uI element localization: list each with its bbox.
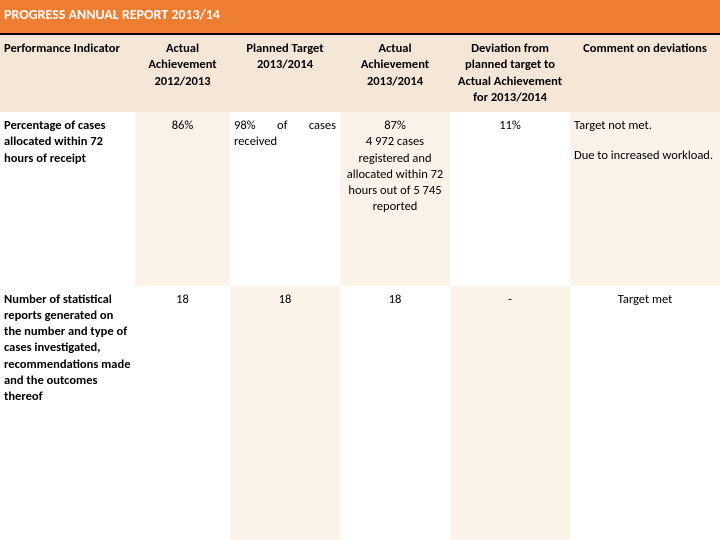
report-container: PROGRESS ANNUAL REPORT 2013/14 Performan…	[0, 0, 720, 540]
cell-prev-actual: 86%	[135, 112, 230, 286]
cell-actual: 87% 4 972 cases registered and allocated…	[340, 112, 450, 286]
cell-actual-line1: 18	[344, 292, 446, 308]
cell-actual-line1: 87%	[344, 118, 446, 134]
cell-comment: Target not met. Due to increased workloa…	[570, 112, 720, 286]
col-header-prev-actual: Actual Achievement 2012/2013	[135, 35, 230, 112]
col-header-indicator: Performance Indicator	[0, 35, 135, 112]
cell-deviation: -	[450, 286, 570, 540]
cell-actual-line2: 4 972 cases registered and allocated wit…	[344, 134, 446, 215]
table-header-row: Performance Indicator Actual Achievement…	[0, 35, 720, 112]
table-row: Percentage of cases allocated within 72 …	[0, 112, 720, 286]
cell-target: 18	[230, 286, 340, 540]
cell-prev-actual: 18	[135, 286, 230, 540]
cell-indicator: Percentage of cases allocated within 72 …	[0, 112, 135, 286]
cell-deviation: 11%	[450, 112, 570, 286]
cell-comment: Target met	[570, 286, 720, 540]
cell-indicator: Number of statistical reports generated …	[0, 286, 135, 540]
cell-actual: 18	[340, 286, 450, 540]
table-row: Number of statistical reports generated …	[0, 286, 720, 540]
report-title: PROGRESS ANNUAL REPORT 2013/14	[0, 0, 720, 35]
col-header-deviation: Deviation from planned target to Actual …	[450, 35, 570, 112]
col-header-actual: Actual Achievement 2013/2014	[340, 35, 450, 112]
cell-comment-line2: Due to increased workload.	[574, 148, 716, 164]
cell-comment-line1: Target not met.	[574, 118, 716, 134]
performance-table: Performance Indicator Actual Achievement…	[0, 35, 720, 540]
cell-target: 98% of cases received	[230, 112, 340, 286]
cell-comment-gap	[574, 134, 716, 148]
col-header-target: Planned Target 2013/2014	[230, 35, 340, 112]
cell-comment-line1: Target met	[574, 292, 716, 308]
col-header-comment: Comment on deviations	[570, 35, 720, 112]
